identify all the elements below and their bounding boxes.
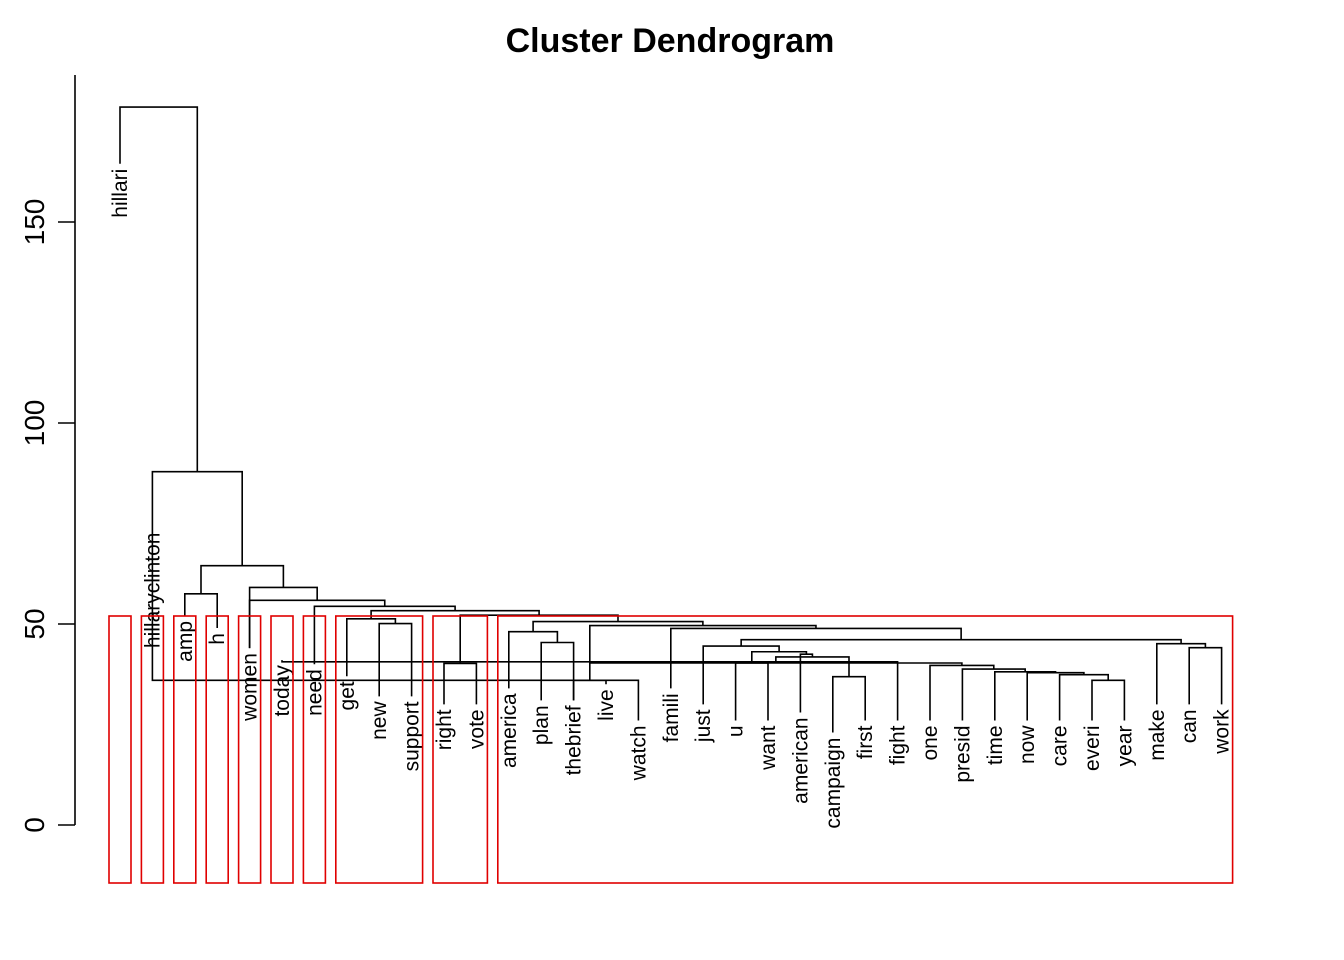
leaf-label-hillaryclinton: hillaryclinton [141,533,164,649]
leaf-label-one: one [919,725,942,760]
merge-branch [459,614,619,664]
cluster-rect-6 [270,615,294,884]
leaf-label-want: want [757,725,780,771]
merge-branch [734,662,769,721]
cluster-rect-7 [302,615,327,884]
leaf-label-thebrief: thebrief [563,705,586,775]
merge-branch [248,586,318,649]
leaf-label-can: can [1178,709,1201,743]
merge-branch [832,675,866,733]
leaf-label-just: just [692,709,715,743]
merge-branch [961,668,1026,721]
leaf-label-get: get [336,681,359,710]
cluster-rect-3 [173,615,197,884]
leaf-label-famili: famili [660,693,683,742]
merge-branch [346,617,397,677]
merge-branch [670,627,962,689]
leaf-label-care: care [1049,725,1072,766]
leaf-label-right: right [433,709,456,750]
leaf-label-watch: watch [627,725,650,781]
merge-branch [200,564,285,594]
merge-branch [1091,679,1126,721]
leaf-label-america: america [498,693,521,768]
leaf-label-amp: amp [174,621,197,662]
leaf-label-u: u [725,725,748,737]
merge-branch [775,656,850,677]
merge-branch [1156,642,1207,705]
leaf-label-first: first [854,725,877,759]
cluster-rect-9 [432,615,489,884]
merge-branch [1026,671,1085,721]
y-tick-label: 100 [19,400,50,447]
y-axis: 0 50 100 150 [19,75,76,833]
merge-branch [1058,673,1109,721]
leaf-label-time: time [984,725,1007,765]
leaf-label-campaign: campaign [822,738,845,829]
cluster-rect-10 [496,615,1234,884]
cluster-rect-1 [108,615,132,884]
leaf-label-now: now [1016,725,1039,764]
merge-branch [151,527,640,721]
cluster-rectangles [108,615,1234,884]
merge-branch [540,641,575,701]
merge-branch [151,470,243,566]
leaf-label-live: live [595,689,618,721]
leaf-label-american: american [789,717,812,803]
leaf-label-work: work [1211,709,1234,755]
cluster-rect-5 [237,615,262,884]
y-tick-label: 0 [19,817,50,833]
merge-branch [248,599,386,649]
leaf-label-fight: fight [887,725,910,765]
leaf-label-hillari: hillari [109,169,132,218]
leaf-label-need: need [303,669,326,716]
leaf-label-make: make [1146,709,1169,760]
y-tick-label: 50 [19,608,50,639]
cluster-rect-2 [140,615,165,884]
merge-branch [1188,646,1223,705]
leaf-label-presid: presid [951,725,974,782]
merge-branch [443,662,478,705]
leaf-label-vote: vote [465,709,488,749]
merge-branch [994,671,1057,721]
chart-title: Cluster Dendrogram [506,22,835,60]
merge-branch [119,106,199,472]
leaf-label-today: today [271,665,294,717]
leaf-label-h: h [206,633,229,645]
dendrogram-branches [119,106,1223,733]
leaf-label-women: women [239,653,262,722]
cluster-rect-4 [205,615,229,884]
leaf-label-everi: everi [1081,725,1104,771]
merge-branch [378,622,413,697]
leaf-label-new: new [368,701,391,740]
cluster-rect-8 [334,615,424,884]
y-tick-label: 150 [19,199,50,246]
leaf-label-year: year [1113,725,1136,766]
leaf-label-support: support [401,701,424,771]
merge-branch [740,638,1182,647]
merge-branch [532,620,704,632]
leaf-label-plan: plan [530,705,553,745]
